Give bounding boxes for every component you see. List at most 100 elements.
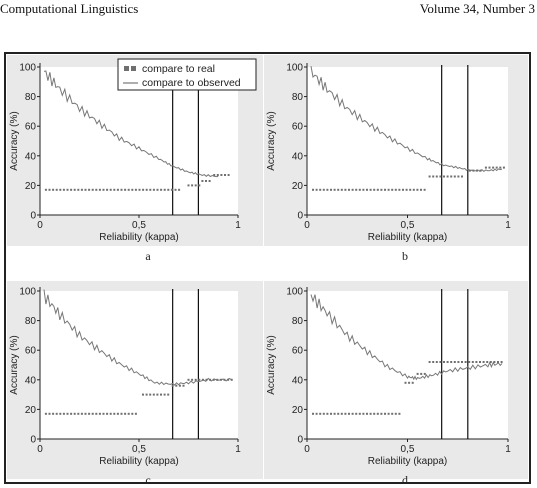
data-point-compare-to-real bbox=[457, 361, 460, 363]
data-point-compare-to-real bbox=[355, 188, 358, 191]
data-point-compare-to-real bbox=[409, 188, 412, 191]
data-point-compare-to-real bbox=[95, 412, 98, 415]
data-point-compare-to-real bbox=[337, 412, 340, 415]
data-point-compare-to-real bbox=[464, 361, 467, 363]
data-point-compare-to-real bbox=[450, 361, 453, 363]
chart-panel-d: 0 20 40 60 80 100 0 0,5 1 Reliability (kappa) Accu… bbox=[264, 281, 528, 487]
data-point-compare-to-real bbox=[124, 412, 127, 415]
data-point-compare-to-real bbox=[223, 378, 226, 381]
data-point-compare-to-real bbox=[88, 188, 91, 191]
data-point-compare-to-real bbox=[380, 188, 383, 191]
data-point-compare-to-real bbox=[344, 188, 347, 191]
data-point-compare-to-real bbox=[376, 188, 379, 191]
data-point-compare-to-real bbox=[497, 361, 499, 363]
data-point-compare-to-real bbox=[142, 393, 144, 396]
data-point-compare-to-real bbox=[340, 412, 343, 415]
data-point-compare-to-real bbox=[479, 169, 482, 172]
data-point-compare-to-real bbox=[219, 378, 222, 381]
data-point-compare-to-real bbox=[428, 361, 431, 363]
data-point-compare-to-real bbox=[333, 412, 336, 415]
data-point-compare-to-real bbox=[362, 188, 365, 191]
data-point-compare-to-real bbox=[48, 412, 51, 415]
data-point-compare-to-real bbox=[205, 378, 208, 381]
data-point-compare-to-real bbox=[178, 188, 181, 191]
data-point-compare-to-real bbox=[80, 188, 83, 191]
data-point-compare-to-real bbox=[224, 174, 226, 176]
data-point-compare-to-real bbox=[362, 412, 365, 415]
legend-dots-icon bbox=[124, 66, 129, 71]
data-point-compare-to-real bbox=[423, 188, 426, 191]
data-point-compare-to-real bbox=[127, 412, 130, 415]
y-tick-label: 80 bbox=[292, 92, 304, 103]
data-point-compare-to-real bbox=[191, 184, 194, 187]
data-point-compare-to-real bbox=[131, 412, 134, 415]
y-tick-label: 20 bbox=[292, 405, 304, 416]
data-point-compare-to-real bbox=[330, 188, 332, 191]
data-point-compare-to-real bbox=[201, 180, 204, 182]
data-point-compare-to-real bbox=[340, 188, 343, 191]
data-point-compare-to-real bbox=[160, 188, 163, 191]
y-tick-label: 100 bbox=[19, 63, 36, 74]
data-point-compare-to-real bbox=[66, 188, 69, 191]
data-point-compare-to-real bbox=[59, 412, 62, 415]
data-point-compare-to-real bbox=[145, 393, 148, 396]
data-point-compare-to-real bbox=[446, 361, 449, 363]
volume-label: Volume 34, Number 3 bbox=[419, 1, 535, 16]
data-point-compare-to-real bbox=[98, 412, 101, 415]
data-point-compare-to-real bbox=[227, 378, 230, 381]
x-tick-label: 0 bbox=[37, 444, 43, 455]
x-tick-label: 0 bbox=[304, 444, 310, 455]
y-tick-label: 80 bbox=[292, 316, 304, 327]
data-point-compare-to-real bbox=[411, 381, 414, 384]
data-point-compare-to-real bbox=[387, 188, 390, 191]
data-point-compare-to-real bbox=[484, 166, 487, 169]
data-point-compare-to-real bbox=[106, 412, 109, 415]
data-point-compare-to-real bbox=[373, 188, 376, 191]
data-point-compare-to-real bbox=[326, 412, 329, 415]
y-tick-label: 40 bbox=[25, 151, 37, 162]
data-point-compare-to-real bbox=[461, 175, 463, 178]
data-point-compare-to-real bbox=[423, 372, 426, 375]
data-point-compare-to-real bbox=[472, 169, 475, 172]
data-point-compare-to-real bbox=[124, 188, 127, 191]
data-point-compare-to-real bbox=[182, 384, 185, 387]
data-point-compare-to-real bbox=[62, 188, 65, 191]
data-point-compare-to-real bbox=[348, 188, 350, 191]
y-tick-label: 100 bbox=[286, 63, 303, 74]
data-point-compare-to-real bbox=[333, 188, 336, 191]
data-point-compare-to-real bbox=[198, 378, 201, 381]
data-point-compare-to-real bbox=[404, 381, 407, 384]
data-point-compare-to-real bbox=[149, 393, 152, 396]
y-axis-label: Accuracy (%) bbox=[9, 111, 20, 170]
data-point-compare-to-real bbox=[432, 175, 435, 178]
subfigure-label: c bbox=[145, 473, 150, 487]
data-point-compare-to-real bbox=[88, 412, 91, 415]
data-point-compare-to-real bbox=[476, 169, 478, 172]
data-point-compare-to-real bbox=[175, 384, 178, 387]
data-point-compare-to-real bbox=[216, 174, 219, 176]
y-tick-label: 40 bbox=[25, 375, 37, 386]
data-point-compare-to-real bbox=[432, 361, 435, 363]
data-point-compare-to-real bbox=[171, 384, 174, 387]
y-tick-label: 60 bbox=[25, 346, 37, 357]
data-point-compare-to-real bbox=[134, 188, 137, 191]
x-tick-label: 0,5 bbox=[401, 444, 415, 455]
data-point-compare-to-real bbox=[330, 412, 332, 415]
chart-panel-b: 0 20 40 60 80 100 0 0,5 1 Reliability (kappa) Accu… bbox=[264, 55, 528, 263]
data-point-compare-to-real bbox=[113, 188, 116, 191]
data-point-compare-to-real bbox=[127, 188, 130, 191]
data-point-compare-to-real bbox=[495, 166, 498, 169]
data-point-compare-to-real bbox=[102, 412, 105, 415]
data-point-compare-to-real bbox=[152, 393, 155, 396]
data-point-compare-to-real bbox=[55, 188, 58, 191]
data-point-compare-to-real bbox=[187, 378, 190, 381]
data-point-compare-to-real bbox=[213, 174, 216, 176]
data-point-compare-to-real bbox=[91, 412, 94, 415]
data-point-compare-to-real bbox=[315, 412, 318, 415]
data-point-compare-to-real bbox=[435, 361, 438, 363]
data-point-compare-to-real bbox=[489, 361, 492, 363]
data-point-compare-to-real bbox=[405, 188, 408, 191]
x-tick-label: 1 bbox=[505, 444, 511, 455]
y-tick-label: 20 bbox=[25, 405, 37, 416]
legend-dots-icon bbox=[131, 66, 136, 71]
